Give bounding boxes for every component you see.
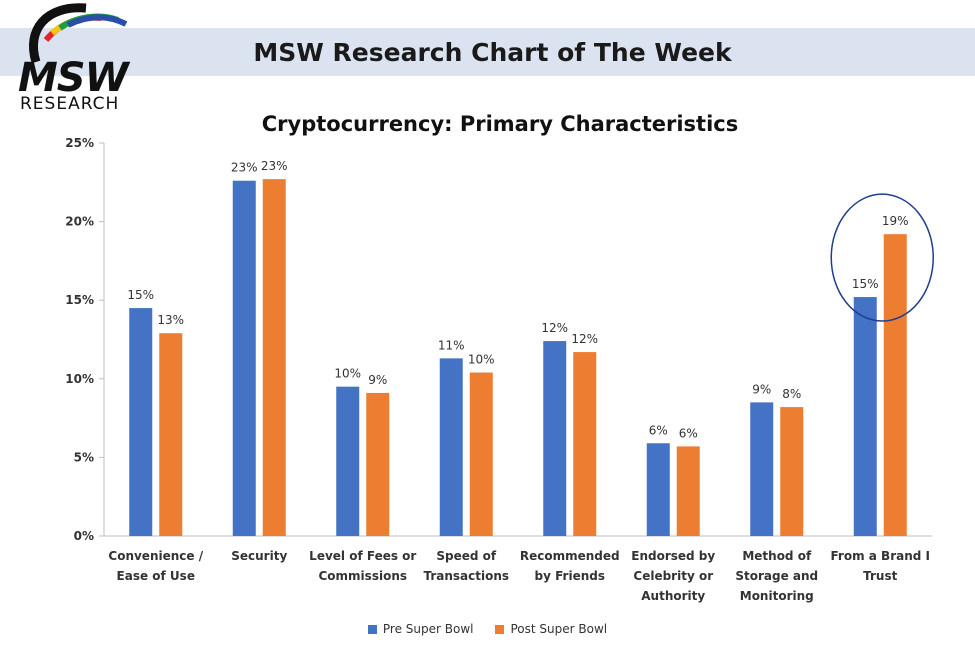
banner-title: MSW Research Chart of The Week — [253, 37, 732, 67]
logo-subtext: RESEARCH — [20, 94, 120, 114]
bar-pre — [750, 402, 774, 536]
bar-pre — [439, 358, 463, 536]
x-category-label: by Friends — [535, 569, 605, 583]
legend-item-post: Post Super Bowl — [495, 622, 607, 636]
x-category-label: Level of Fees or — [309, 549, 416, 563]
data-label: 12% — [571, 332, 598, 346]
highlight-circle — [830, 193, 934, 322]
bar-pre — [853, 297, 877, 536]
bar-post — [780, 407, 804, 536]
legend-label-post: Post Super Bowl — [510, 622, 608, 636]
legend-label-pre: Pre Super Bowl — [382, 622, 474, 636]
bar-post — [262, 179, 286, 536]
data-label: 6% — [679, 426, 698, 440]
data-label: 8% — [782, 387, 801, 401]
x-category-label: Security — [231, 549, 287, 563]
logo-swoosh-icon — [28, 3, 128, 64]
data-label: 9% — [368, 373, 387, 387]
y-tick-label: 5% — [74, 450, 94, 464]
bar-pre — [232, 180, 256, 536]
data-label: 23% — [231, 161, 258, 175]
chart-title: Cryptocurrency: Primary Characteristics — [261, 112, 739, 136]
bar-pre — [646, 443, 670, 536]
bar-post — [159, 333, 183, 536]
y-tick-label: 10% — [65, 372, 94, 386]
x-category-label: Method of — [742, 549, 812, 563]
data-label: 11% — [438, 338, 465, 352]
x-category-label: Speed of — [436, 549, 497, 563]
x-category-label: Ease of Use — [117, 569, 195, 583]
x-category-label: Celebrity or — [633, 569, 713, 583]
logo-text: MSW — [18, 55, 129, 101]
x-category-label: Convenience / — [108, 549, 203, 563]
x-category-label: Storage and — [735, 569, 818, 583]
x-category-label: From a Brand I — [831, 549, 931, 563]
data-label: 19% — [882, 214, 909, 228]
legend: Pre Super Bowl Post Super Bowl — [0, 622, 975, 636]
data-label: 6% — [649, 423, 668, 437]
x-category-label: Trust — [863, 569, 897, 583]
legend-swatch-post — [495, 624, 505, 634]
legend-swatch-pre — [367, 624, 377, 634]
x-category-label: Endorsed by — [631, 549, 715, 563]
y-tick-label: 25% — [65, 136, 94, 150]
bar-post — [469, 372, 493, 536]
y-tick-label: 20% — [65, 215, 94, 229]
x-category-label: Monitoring — [740, 589, 814, 603]
data-label: 10% — [468, 353, 495, 367]
x-category-label: Authority — [641, 589, 705, 603]
header-banner: MSW Research Chart of The Week — [0, 28, 975, 76]
data-label: 15% — [127, 288, 154, 302]
x-category-label: Recommended — [520, 549, 620, 563]
bar-post — [883, 234, 907, 536]
msw-logo: MSW RESEARCH — [6, 0, 156, 118]
x-category-label: Commissions — [319, 569, 408, 583]
data-label: 9% — [752, 382, 771, 396]
data-label: 15% — [852, 277, 879, 291]
x-category-label: Transactions — [423, 569, 509, 583]
legend-item-pre: Pre Super Bowl — [367, 622, 474, 636]
data-label: 10% — [334, 367, 361, 381]
bar-pre — [129, 308, 153, 536]
bar-pre — [336, 386, 360, 536]
bar-pre — [543, 341, 567, 536]
bar-post — [573, 352, 597, 536]
data-label: 23% — [261, 159, 288, 173]
data-label: 12% — [541, 321, 568, 335]
bar-post — [366, 392, 390, 536]
data-label: 13% — [157, 313, 184, 327]
y-tick-label: 0% — [74, 529, 94, 543]
y-tick-label: 15% — [65, 293, 94, 307]
bar-post — [676, 446, 700, 536]
